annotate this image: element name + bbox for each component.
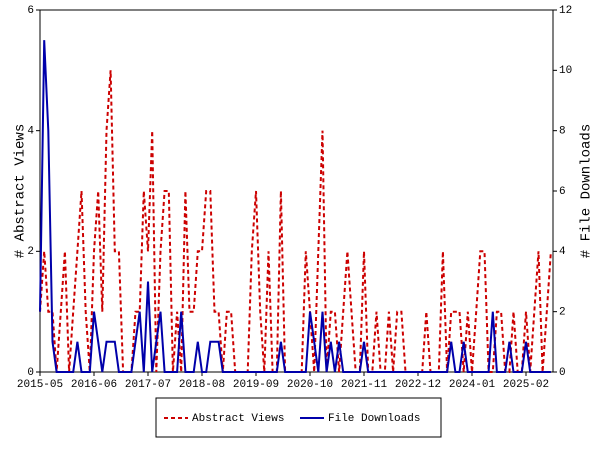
x-tick-label: 2022-12: [395, 379, 441, 391]
y-tick-label: 2: [27, 246, 34, 258]
y2-tick-label: 12: [559, 5, 572, 17]
y-tick-label: 6: [27, 5, 34, 17]
y2-tick-label: 2: [559, 307, 566, 319]
x-tick-label: 2018-08: [179, 379, 225, 391]
x-tick-label: 2015-05: [17, 379, 63, 391]
y2-tick-label: 8: [559, 126, 566, 138]
y2-tick-label: 0: [559, 367, 566, 379]
y2-tick-label: 4: [559, 246, 566, 258]
y2-tick-label: 10: [559, 65, 572, 77]
y2-tick-label: 6: [559, 186, 566, 198]
x-tick-label: 2020-10: [287, 379, 333, 391]
x-tick-label: 2017-07: [125, 379, 171, 391]
series-line: [39, 70, 552, 373]
x-tick-label: 2016-06: [71, 379, 117, 391]
series-line: [39, 40, 551, 373]
legend-label: File Downloads: [328, 413, 420, 425]
x-tick-label: 2025-02: [503, 379, 549, 391]
plot-frame: [39, 9, 554, 373]
y2-axis-title: # File Downloads: [579, 124, 595, 258]
legend-label: Abstract Views: [192, 413, 284, 425]
x-tick-label: 2024-01: [449, 379, 496, 391]
legend-box: [155, 397, 442, 438]
x-tick-label: 2021-11: [341, 379, 388, 391]
y-axis-title: # Abstract Views: [13, 124, 29, 258]
y-tick-label: 4: [27, 126, 34, 138]
y-tick-label: 0: [27, 367, 34, 379]
x-tick-label: 2019-09: [233, 379, 279, 391]
